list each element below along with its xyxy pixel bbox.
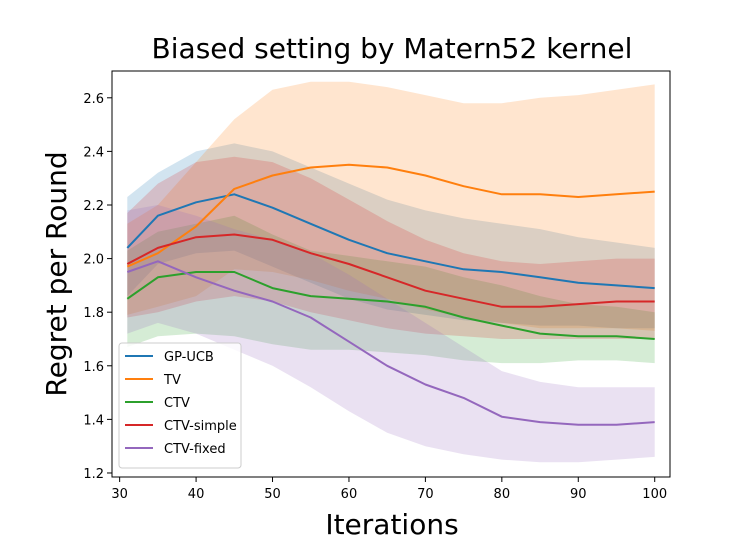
x-tick-label: 90: [570, 487, 587, 502]
x-tick-label: 80: [494, 487, 511, 502]
y-tick-label: 1.6: [83, 360, 104, 375]
x-tick-label: 70: [417, 487, 434, 502]
y-tick-label: 2.2: [83, 199, 104, 214]
y-tick-label: 2.4: [83, 145, 104, 160]
band-ctv: [127, 215, 655, 364]
series-lines: [126, 163, 655, 426]
legend-label-ctv-simple: CTV-simple: [164, 419, 237, 434]
y-tick-label: 2.6: [83, 92, 104, 107]
x-axis-label: Iterations: [325, 508, 458, 541]
line-gp-ucb: [126, 193, 655, 290]
line-ctv: [126, 271, 655, 340]
line-ctv-simple: [126, 233, 655, 308]
x-tick-label: 100: [642, 487, 667, 502]
x-tick-label: 40: [188, 487, 205, 502]
line-tv: [126, 163, 655, 268]
legend-label-ctv-fixed: CTV-fixed: [164, 442, 226, 457]
x-tick-label: 50: [264, 487, 281, 502]
legend: GP-UCB TV CTV CTV-simple CTV-fixed: [118, 342, 242, 469]
y-tick-label: 1.4: [83, 413, 104, 428]
chart-title: Biased setting by Matern52 kernel: [152, 32, 633, 65]
x-axis-ticks: 30 40 50 60 70 80 90 100: [111, 477, 667, 502]
band-gp-ucb: [127, 143, 655, 329]
legend-label-tv: TV: [163, 373, 181, 388]
x-tick-label: 30: [111, 487, 128, 502]
legend-box: [118, 342, 242, 469]
plot-frame: [111, 70, 671, 478]
y-axis-ticks: 1.2 1.4 1.6 1.8 2.0 2.2 2.4 2.6: [83, 92, 112, 482]
y-tick-label: 1.2: [83, 467, 104, 482]
line-ctv-fixed: [126, 260, 655, 426]
y-tick-label: 2.0: [83, 253, 104, 268]
legend-label-gp-ucb: GP-UCB: [164, 350, 214, 365]
y-axis-label: Regret per Round: [40, 151, 73, 396]
y-tick-label: 1.8: [83, 306, 104, 321]
x-tick-label: 60: [341, 487, 358, 502]
legend-label-ctv: CTV: [164, 396, 190, 411]
band-ctv-fixed: [127, 205, 655, 463]
band-tv: [127, 81, 655, 331]
